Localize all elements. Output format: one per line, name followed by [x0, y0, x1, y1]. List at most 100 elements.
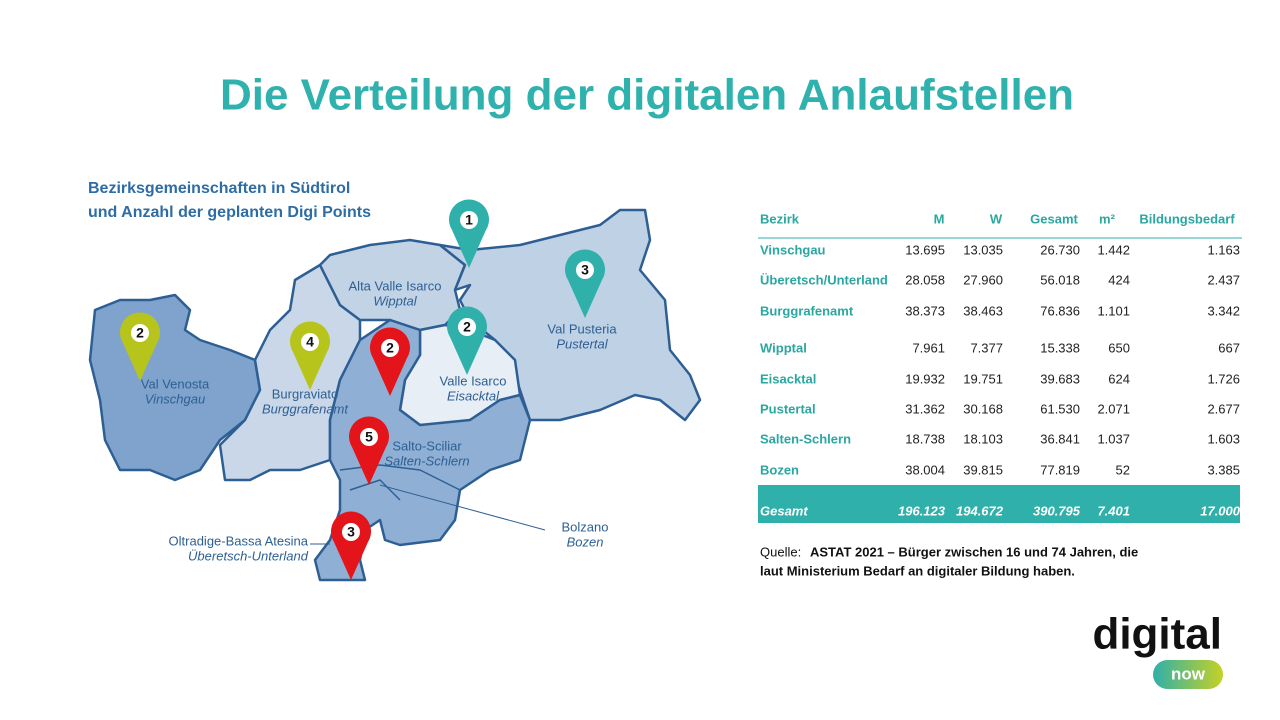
- logo-badge-text: now: [1171, 664, 1206, 683]
- region-name-de: Eisacktal: [447, 388, 500, 403]
- pin-dot: [460, 211, 478, 229]
- row-label: Vinschgau: [760, 242, 826, 257]
- pin: [289, 321, 330, 390]
- cell: 13.035: [963, 242, 1003, 257]
- cell: 1.037: [1097, 431, 1130, 446]
- region-name: Val Venosta: [141, 376, 210, 391]
- region-shape: [313, 318, 532, 582]
- cell: 19.932: [905, 371, 945, 386]
- logo-word: digital: [1092, 610, 1222, 659]
- region-border: [339, 464, 461, 491]
- source-text: laut Ministerium Bedarf an digitaler Bil…: [760, 563, 1075, 578]
- pin-label: 2: [463, 319, 471, 335]
- pin-label: 5: [365, 429, 373, 445]
- pin: [446, 306, 488, 375]
- total-cell: Gesamt: [760, 503, 808, 518]
- table: Bezirk M W Gesamt m² Bildungsbedarf Vinschgau 1…: [758, 211, 1242, 523]
- region-name-de: Überetsch-Unterland: [188, 548, 309, 563]
- cell: 77.819: [1040, 462, 1080, 477]
- pin-label: 4: [306, 334, 314, 350]
- pin: [449, 199, 490, 268]
- cell: 624: [1108, 371, 1130, 386]
- row-label: Überetsch/Unterland: [760, 272, 888, 287]
- row-label: Bozen: [760, 462, 799, 477]
- pins: 1 3 2 2 4 2 5 3: [120, 199, 605, 580]
- pin-label: 3: [347, 524, 355, 540]
- cell: 26.730: [1040, 242, 1080, 257]
- pin-label: 3: [581, 262, 589, 278]
- source-label: Quelle:: [760, 544, 801, 559]
- pin-dot: [301, 333, 319, 351]
- cell: 52: [1116, 462, 1130, 477]
- table-header: Bezirk: [760, 211, 800, 226]
- cell: 27.960: [963, 272, 1003, 287]
- total-cell: 194.672: [956, 503, 1004, 518]
- cell: 76.836: [1040, 303, 1080, 318]
- cell: 1.603: [1207, 431, 1240, 446]
- table-header: m²: [1099, 211, 1116, 226]
- cell: 667: [1218, 340, 1240, 355]
- pin-label: 2: [136, 325, 144, 341]
- table-header: W: [990, 211, 1003, 226]
- cell: 1.163: [1207, 242, 1240, 257]
- region-border: [349, 479, 401, 501]
- total-cell: 7.401: [1097, 503, 1130, 518]
- cell: 28.058: [905, 272, 945, 287]
- cell: 3.342: [1207, 303, 1240, 318]
- pin-dot: [576, 261, 594, 279]
- pin: [349, 416, 390, 485]
- pin: [330, 511, 371, 580]
- cell: 30.168: [963, 401, 1003, 416]
- cell: 7.377: [970, 340, 1003, 355]
- cell: 18.738: [905, 431, 945, 446]
- row-label: Wipptal: [760, 340, 807, 355]
- total-cell: 390.795: [1033, 503, 1081, 518]
- cell: 61.530: [1040, 401, 1080, 416]
- pin-dot: [381, 339, 399, 357]
- source-text: ASTAT 2021 – Bürger zwischen 16 und 74 J…: [810, 544, 1138, 559]
- total-band: [758, 485, 1240, 523]
- pin: [120, 312, 160, 381]
- cell: 36.841: [1040, 431, 1080, 446]
- pin: [565, 249, 605, 318]
- table-header: Gesamt: [1030, 211, 1078, 226]
- slide-title: Die Verteilung der digitalen Anlaufstell…: [220, 71, 1074, 120]
- region-name: Salto-Sciliar: [392, 438, 462, 453]
- cell: 2.677: [1207, 401, 1240, 416]
- row-label: Salten-Schlern: [760, 431, 851, 446]
- table-header: Bildungsbedarf: [1139, 211, 1235, 226]
- region-name: Alta Valle Isarco: [349, 278, 442, 293]
- cell: 3.385: [1207, 462, 1240, 477]
- cell: 38.463: [963, 303, 1003, 318]
- cell: 39.683: [1040, 371, 1080, 386]
- region-name: Valle Isarco: [440, 373, 507, 388]
- region-name: Oltradige-Bassa Atesina: [169, 533, 309, 548]
- row-label: Pustertal: [760, 401, 816, 416]
- region-shape: [318, 238, 467, 332]
- cell: 31.362: [905, 401, 945, 416]
- total-cell: 196.123: [898, 503, 946, 518]
- map-heading: Bezirksgemeinschaften in Südtirol: [88, 180, 350, 197]
- table-header: M: [934, 211, 945, 226]
- cell: 38.004: [905, 462, 945, 477]
- cell: 15.338: [1040, 340, 1080, 355]
- pin-dot: [342, 523, 360, 541]
- cell: 424: [1108, 272, 1130, 287]
- region-name-de: Burggrafenamt: [262, 401, 349, 416]
- cell: 39.815: [963, 462, 1003, 477]
- cell: 650: [1108, 340, 1130, 355]
- cell: 38.373: [905, 303, 945, 318]
- cell: 13.695: [905, 242, 945, 257]
- cell: 1.442: [1097, 242, 1130, 257]
- region-name-de: Vinschgau: [145, 391, 205, 406]
- total-cell: 17.000: [1200, 503, 1241, 518]
- pin-dot: [131, 324, 149, 342]
- pin-dot: [458, 318, 476, 336]
- row-label: Burggrafenamt: [760, 303, 854, 318]
- region-name-de: Bozen: [567, 534, 604, 549]
- cell: 56.018: [1040, 272, 1080, 287]
- cell: 1.101: [1097, 303, 1130, 318]
- pin-label: 1: [465, 212, 473, 228]
